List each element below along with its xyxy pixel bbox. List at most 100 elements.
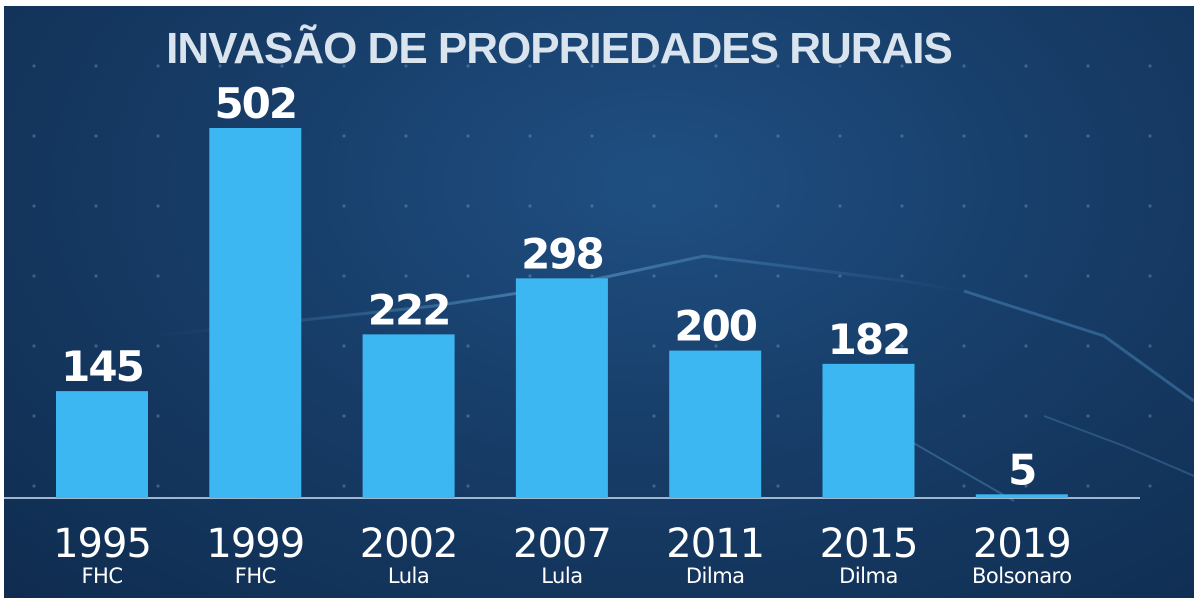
background-dot — [94, 134, 98, 138]
background-dot — [838, 274, 842, 278]
background-dot — [218, 64, 222, 68]
background-dot — [342, 204, 346, 208]
x-tick-label-2002: 2002 — [360, 521, 458, 567]
background-dot — [776, 134, 780, 138]
background-dot — [714, 134, 718, 138]
chart-title: INVASÃO DE PROPRIEDADES RURAIS — [166, 23, 952, 73]
background-dot — [652, 64, 656, 68]
background-dot — [280, 64, 284, 68]
background-dot — [1086, 134, 1090, 138]
background-dot — [776, 414, 780, 418]
background-dot — [590, 64, 594, 68]
background-dot — [466, 64, 470, 68]
background-dot — [590, 204, 594, 208]
background-dot — [838, 134, 842, 138]
x-tick-sublabel-1999: FHC — [235, 564, 276, 588]
bar-2011 — [669, 350, 762, 498]
background-dot — [156, 64, 160, 68]
background-dot — [466, 134, 470, 138]
bar-2002 — [362, 334, 455, 498]
background-dot — [466, 204, 470, 208]
background-dot — [776, 64, 780, 68]
background-dot — [528, 204, 532, 208]
background-dot — [1148, 134, 1152, 138]
chart-panel: INVASÃO DE PROPRIEDADES RURAIS 145 1995 FH… — [4, 6, 1194, 598]
background-dot — [900, 64, 904, 68]
background-dot — [156, 414, 160, 418]
background-dot — [900, 134, 904, 138]
data-label-2011: 200 — [674, 302, 756, 351]
bar-2007 — [515, 278, 608, 498]
background-dot — [1086, 204, 1090, 208]
background-dot — [528, 64, 532, 68]
background-dot — [32, 484, 36, 488]
background-dot — [900, 274, 904, 278]
background-dot — [1024, 274, 1028, 278]
background-dot — [1024, 344, 1028, 348]
data-label-1995: 145 — [61, 342, 143, 391]
background-dot — [1024, 484, 1028, 488]
bar-1999 — [209, 128, 302, 498]
background-dot — [94, 274, 98, 278]
data-label-2019: 5 — [1008, 445, 1035, 494]
background-dot — [1148, 344, 1152, 348]
background-dot — [156, 484, 160, 488]
x-tick-label-2011: 2011 — [666, 521, 764, 567]
background-dot — [32, 134, 36, 138]
background-dot — [590, 274, 594, 278]
background-dot — [342, 484, 346, 488]
x-tick-label-1999: 1999 — [206, 521, 304, 567]
background-dot — [342, 344, 346, 348]
background-dot — [962, 414, 966, 418]
background-dot — [404, 64, 408, 68]
x-tick-label-2019: 2019 — [973, 521, 1071, 567]
x-tick-sublabel-2007: Lula — [541, 564, 582, 588]
bar-chart: INVASÃO DE PROPRIEDADES RURAIS 1451995FH… — [4, 23, 1194, 588]
background-dot — [652, 484, 656, 488]
x-tick-sublabel-2015: Dilma — [839, 564, 898, 588]
labels-group: 1451995FHC5021999FHC2222002Lula2982007Lu… — [53, 79, 1072, 588]
background-dot — [32, 274, 36, 278]
background-dot — [1148, 204, 1152, 208]
background-dot — [94, 64, 98, 68]
background-dot — [962, 134, 966, 138]
background-dot — [156, 274, 160, 278]
background-dot — [32, 414, 36, 418]
background-dot — [652, 414, 656, 418]
background-dot — [652, 274, 656, 278]
bar-2019 — [975, 494, 1068, 498]
background-dot — [404, 134, 408, 138]
x-tick-label-2007: 2007 — [513, 521, 611, 567]
background-dot — [652, 134, 656, 138]
background-dot — [528, 134, 532, 138]
background-dot — [1024, 414, 1028, 418]
bar-2015 — [822, 363, 915, 498]
background-dot — [156, 134, 160, 138]
background-dot — [776, 204, 780, 208]
background-dot — [466, 484, 470, 488]
background-dot — [466, 274, 470, 278]
background-dot — [838, 344, 842, 348]
background-dot — [342, 64, 346, 68]
background-dot — [652, 204, 656, 208]
background-dot — [1148, 274, 1152, 278]
x-tick-sublabel-2011: Dilma — [686, 564, 745, 588]
background-dot — [404, 204, 408, 208]
x-tick-label-1995: 1995 — [53, 521, 151, 567]
background-dot — [1148, 64, 1152, 68]
background-dot — [900, 344, 904, 348]
background-dot — [32, 204, 36, 208]
background-dot — [838, 64, 842, 68]
background-dot — [714, 274, 718, 278]
background-dot — [1024, 204, 1028, 208]
background-dot — [962, 64, 966, 68]
background-dot — [1024, 64, 1028, 68]
background-dot — [962, 274, 966, 278]
background-dot — [590, 134, 594, 138]
data-label-1999: 502 — [214, 79, 296, 128]
background-dot — [404, 274, 408, 278]
x-tick-sublabel-1995: FHC — [81, 564, 122, 588]
background-dot — [32, 64, 36, 68]
background-dot — [1086, 414, 1090, 418]
background-dot — [652, 344, 656, 348]
